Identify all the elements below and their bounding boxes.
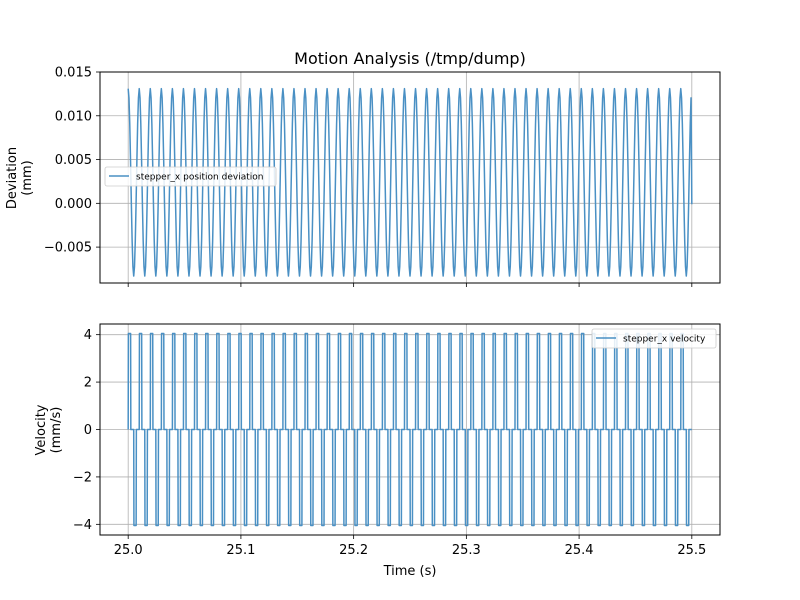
velocity-x-tick-label: 25.0 xyxy=(114,543,143,558)
velocity-x-tick-label: 25.1 xyxy=(226,543,255,558)
velocity-ylabel-line1: Velocity xyxy=(34,404,49,455)
deviation-ylabel-line2: (mm) xyxy=(20,160,35,195)
velocity-legend-box xyxy=(591,328,717,349)
deviation-ylabel-line1: Deviation xyxy=(5,147,20,209)
velocity-legend-label: stepper_x velocity xyxy=(623,335,706,345)
velocity-y-tick-label: −2 xyxy=(73,470,92,485)
velocity-y-tick-label: 4 xyxy=(84,328,92,343)
deviation-legend-label: stepper_x position deviation xyxy=(136,173,263,183)
deviation-axes-frame xyxy=(99,71,721,284)
chart-title: Motion Analysis (/tmp/dump) xyxy=(294,49,526,68)
deviation-y-tick-label: 0.005 xyxy=(55,153,92,168)
velocity-subplot: 25.0 25.1 25.2 25.3 25.4 25.5 −4 −2 0 2 4 Velocit… xyxy=(34,323,721,579)
velocity-y-tick-label: −4 xyxy=(73,518,92,533)
deviation-legend: stepper_x position deviation xyxy=(104,166,277,187)
velocity-x-tick-label: 25.2 xyxy=(339,543,368,558)
velocity-series-line xyxy=(127,332,692,527)
deviation-y-tick-label: 0.015 xyxy=(55,66,92,81)
deviation-series-line xyxy=(127,87,693,277)
velocity-x-tick-label: 25.4 xyxy=(565,543,594,558)
deviation-plot-area xyxy=(127,87,693,277)
deviation-legend-box xyxy=(104,166,277,187)
velocity-y-ticks: −4 −2 0 2 4 xyxy=(73,328,100,533)
deviation-y-tick-label: 0.010 xyxy=(55,109,92,124)
velocity-y-tick-label: 2 xyxy=(84,376,92,391)
deviation-y-tick-label: −0.005 xyxy=(44,241,92,256)
velocity-plot-area xyxy=(127,332,692,527)
velocity-x-tick-label: 25.3 xyxy=(452,543,481,558)
deviation-y-tick-label: 0.000 xyxy=(55,197,92,212)
velocity-x-ticks: 25.0 25.1 25.2 25.3 25.4 25.5 xyxy=(114,535,706,558)
velocity-x-tick-label: 25.5 xyxy=(677,543,706,558)
deviation-y-ticks: −0.005 0.000 0.005 0.010 0.015 xyxy=(44,66,100,256)
velocity-ylabel-line2: (mm/s) xyxy=(49,407,64,454)
velocity-y-tick-label: 0 xyxy=(84,423,92,438)
deviation-x-ticks xyxy=(127,283,693,287)
deviation-subplot: −0.005 0.000 0.005 0.010 0.015 Deviation (mm… xyxy=(5,66,721,287)
velocity-legend: stepper_x velocity xyxy=(591,328,717,349)
velocity-xlabel: Time (s) xyxy=(383,564,437,579)
